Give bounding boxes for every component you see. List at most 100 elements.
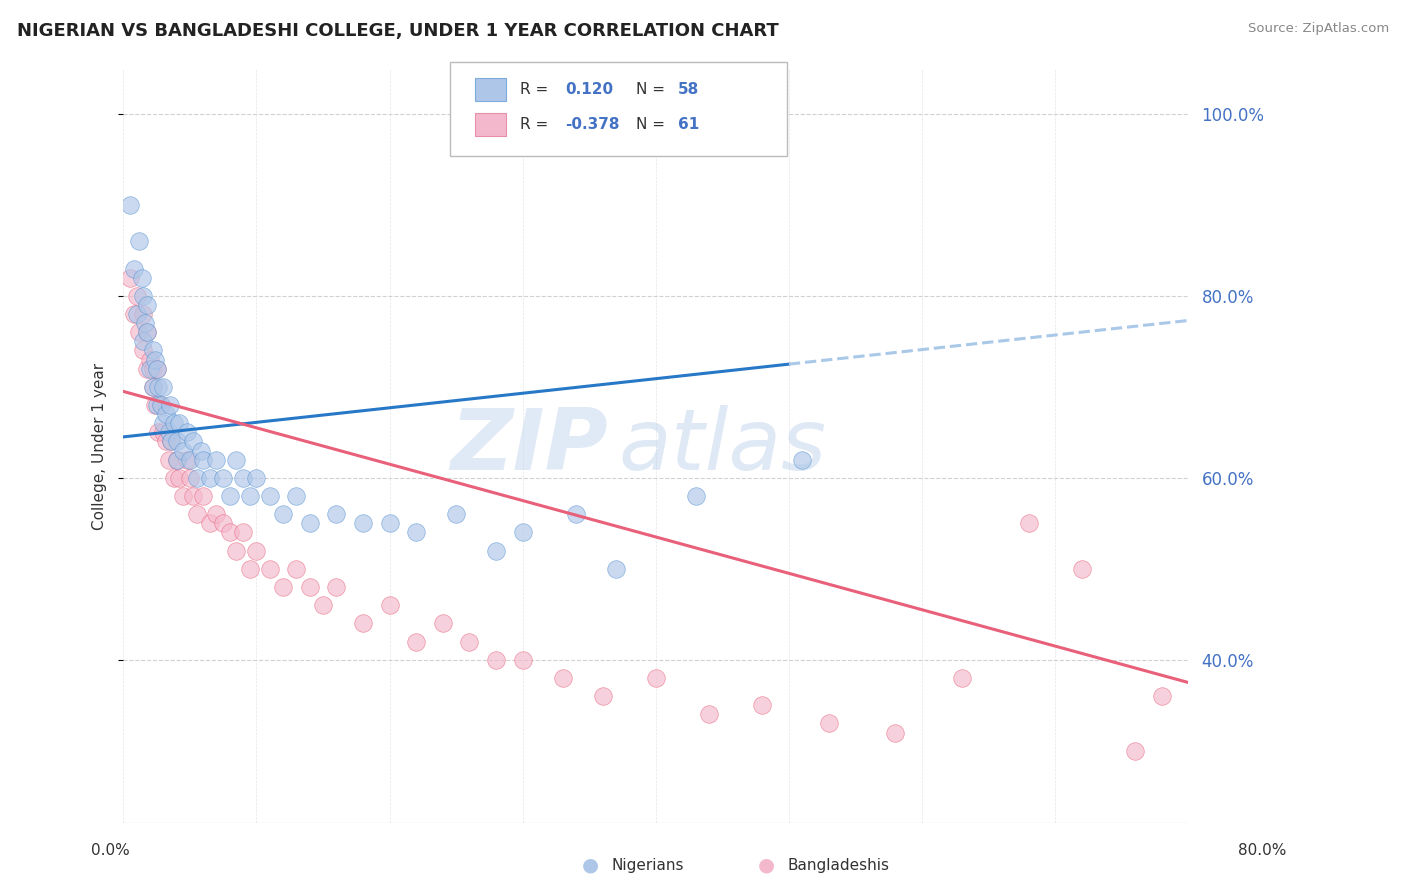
Point: [592, 689, 614, 703]
Point: [325, 580, 347, 594]
Text: atlas: atlas: [619, 404, 827, 488]
Point: [166, 452, 188, 467]
Point: [166, 434, 188, 449]
Point: [218, 525, 240, 540]
Point: [239, 562, 262, 576]
Y-axis label: College, Under 1 year: College, Under 1 year: [93, 362, 107, 530]
Point: [1018, 516, 1040, 531]
Point: [1070, 562, 1092, 576]
Point: [190, 443, 212, 458]
Point: [225, 452, 247, 467]
Point: [186, 471, 208, 485]
Point: [285, 562, 308, 576]
Point: [181, 489, 204, 503]
Point: [152, 380, 174, 394]
Point: [225, 543, 247, 558]
Point: [142, 361, 165, 376]
Point: [143, 352, 166, 367]
Point: [125, 289, 148, 303]
Point: [218, 489, 240, 503]
Point: [163, 471, 186, 485]
Point: [285, 489, 308, 503]
Point: [134, 316, 156, 330]
Point: [312, 598, 335, 612]
Text: -0.378: -0.378: [565, 118, 620, 132]
Point: [149, 398, 172, 412]
Point: [186, 507, 208, 521]
Point: [172, 443, 194, 458]
Point: [176, 452, 198, 467]
Text: NIGERIAN VS BANGLADESHI COLLEGE, UNDER 1 YEAR CORRELATION CHART: NIGERIAN VS BANGLADESHI COLLEGE, UNDER 1…: [17, 22, 779, 40]
Point: [444, 507, 467, 521]
Point: [232, 471, 254, 485]
Point: [131, 270, 153, 285]
Text: R =: R =: [520, 82, 554, 96]
Point: [751, 698, 773, 713]
Point: [172, 489, 194, 503]
Point: [193, 489, 215, 503]
Point: [155, 407, 177, 421]
Point: [136, 361, 159, 376]
Point: [132, 289, 155, 303]
Point: [485, 543, 508, 558]
Point: [212, 471, 235, 485]
Point: [139, 352, 162, 367]
Point: [176, 425, 198, 440]
Point: [512, 653, 534, 667]
Point: [132, 343, 155, 358]
Point: [378, 516, 401, 531]
Point: [136, 298, 159, 312]
Point: [167, 417, 190, 431]
Text: R =: R =: [520, 118, 554, 132]
Point: [163, 417, 186, 431]
Point: [950, 671, 973, 685]
Point: [159, 398, 181, 412]
Text: Nigerians: Nigerians: [612, 858, 685, 872]
Text: 0.0%: 0.0%: [91, 843, 131, 858]
Point: [179, 452, 201, 467]
Point: [143, 398, 166, 412]
Point: [432, 616, 454, 631]
Point: [157, 452, 180, 467]
Point: [152, 425, 174, 440]
Point: [1150, 689, 1173, 703]
Text: N =: N =: [636, 82, 669, 96]
Point: [792, 452, 814, 467]
Text: ●: ●: [758, 855, 775, 875]
Point: [352, 616, 374, 631]
Point: [298, 580, 321, 594]
Point: [205, 452, 228, 467]
Point: [155, 434, 177, 449]
Point: [551, 671, 574, 685]
Text: N =: N =: [636, 118, 669, 132]
Point: [146, 425, 169, 440]
Point: [298, 516, 321, 531]
Text: 80.0%: 80.0%: [1239, 843, 1286, 858]
Point: [157, 425, 180, 440]
Point: [205, 507, 228, 521]
Point: [160, 434, 183, 449]
Point: [128, 235, 150, 249]
Text: 58: 58: [678, 82, 699, 96]
Point: [181, 434, 204, 449]
Point: [565, 507, 588, 521]
Point: [259, 489, 281, 503]
Point: [149, 398, 172, 412]
Point: [325, 507, 347, 521]
Point: [132, 334, 155, 349]
Point: [125, 307, 148, 321]
Point: [884, 725, 907, 739]
Point: [239, 489, 262, 503]
Point: [259, 562, 281, 576]
Point: [145, 361, 167, 376]
Point: [142, 380, 165, 394]
Point: [166, 452, 188, 467]
Text: 61: 61: [678, 118, 699, 132]
Point: [160, 434, 183, 449]
Text: ZIP: ZIP: [450, 404, 607, 488]
Point: [146, 380, 169, 394]
Point: [405, 634, 427, 648]
Point: [145, 361, 167, 376]
Point: [193, 452, 215, 467]
Point: [118, 198, 141, 212]
